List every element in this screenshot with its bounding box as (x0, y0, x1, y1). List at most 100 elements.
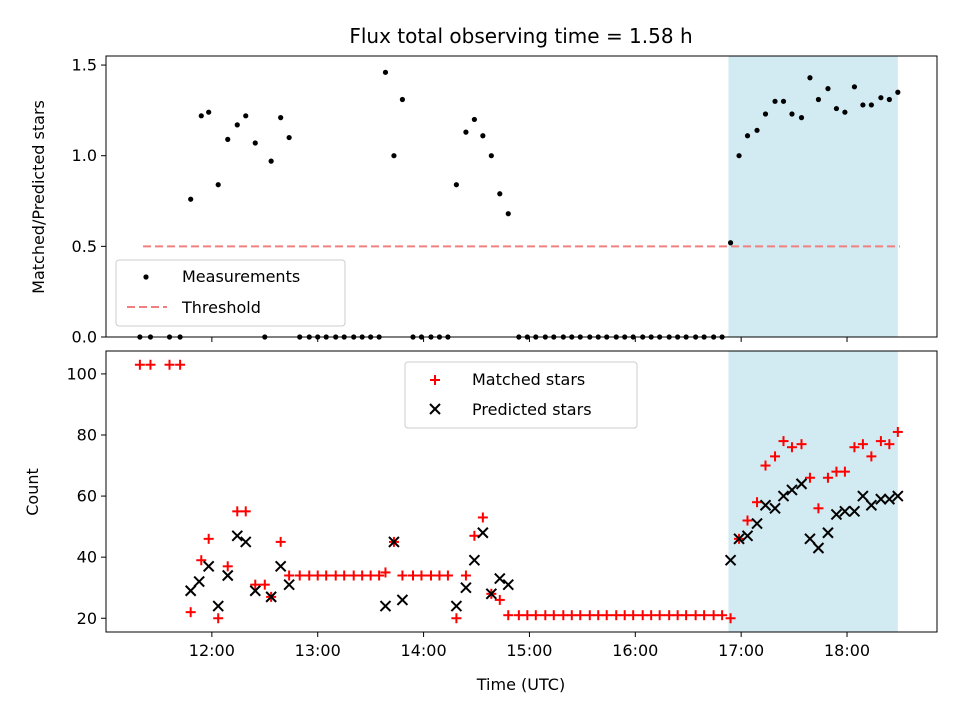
data-point (851, 84, 858, 90)
data-point-b (388, 536, 400, 548)
legend-label-matched: Matched stars (472, 370, 585, 389)
legend-label-predicted: Predicted stars (472, 400, 592, 419)
data-point (540, 610, 551, 621)
data-point (619, 610, 630, 621)
x-tick-label: 13:00 (295, 641, 341, 660)
data-point (865, 499, 878, 511)
data-point (222, 561, 233, 572)
legend-label-threshold: Threshold (181, 298, 261, 317)
data-point-b (274, 560, 287, 573)
data-point (530, 610, 541, 621)
data-point (225, 136, 231, 142)
x-tick-label: 14:00 (401, 641, 447, 660)
data-point-b (468, 554, 481, 566)
data-point (884, 439, 895, 450)
data-point (759, 499, 772, 511)
data-point (725, 613, 736, 624)
data-point (252, 140, 258, 146)
y-tick-label: 100 (66, 364, 97, 383)
data-point (786, 442, 797, 453)
legend-ratio: Measurements Threshold (115, 259, 346, 327)
data-point (243, 113, 249, 119)
legend-marker-predicted (429, 403, 441, 415)
y-tick-label: 80 (77, 425, 97, 444)
data-point-b (769, 502, 781, 515)
data-point (751, 517, 763, 530)
panel-counts: 20 40 60 80 100 12:00 13:00 14:00 15:00 16:00 17:0… (66, 350, 938, 660)
data-point-b (848, 505, 861, 518)
data-point (240, 506, 251, 517)
data-point (548, 610, 559, 621)
data-point (672, 610, 683, 621)
series-predicted-stars (184, 478, 904, 612)
data-point (892, 490, 904, 502)
data-point (283, 578, 295, 591)
data-point (434, 570, 445, 581)
shaded-region-ratio (728, 56, 898, 337)
data-point (380, 567, 391, 578)
data-point (321, 570, 332, 581)
data-point (222, 569, 234, 582)
data-point-b (822, 527, 834, 539)
data-point (312, 570, 323, 581)
data-point (397, 570, 408, 581)
data-point (789, 111, 795, 117)
y-tick-label: 1.0 (72, 146, 97, 165)
legend-box (115, 259, 346, 327)
legend-marker-measurements (143, 274, 149, 280)
data-point (505, 211, 511, 217)
data-point (733, 533, 745, 545)
data-point-b (804, 533, 816, 545)
data-point-b (733, 533, 745, 545)
y-tick-label: 0.5 (72, 237, 97, 256)
data-point-b (795, 478, 808, 490)
data-point (878, 95, 884, 101)
data-point-b (494, 572, 506, 585)
data-point (259, 579, 270, 590)
y-axis-label-count: Count (23, 468, 42, 516)
data-point-b (485, 588, 498, 600)
y-tick-label: 1.5 (72, 56, 97, 75)
data-point (391, 153, 397, 159)
data-point (601, 610, 612, 621)
data-point (206, 109, 212, 115)
data-point (145, 359, 156, 370)
data-point (357, 570, 368, 581)
data-point (883, 493, 896, 505)
data-point-b (450, 600, 463, 612)
data-point-b (379, 600, 392, 612)
data-point (453, 182, 459, 188)
data-point (875, 436, 886, 447)
data-point (772, 98, 778, 104)
data-point-b (786, 484, 798, 496)
data-point (611, 610, 622, 621)
data-point-b (812, 542, 825, 554)
series-matched-stars (134, 359, 903, 624)
data-point (752, 497, 763, 508)
data-point (185, 607, 196, 618)
y-tick-label: 0.0 (72, 328, 97, 347)
data-point (463, 129, 469, 135)
x-tick-label: 15:00 (506, 641, 552, 660)
data-point (215, 182, 221, 188)
data-point (769, 502, 781, 515)
data-point (815, 96, 822, 103)
data-point (330, 570, 341, 581)
data-point (813, 503, 824, 514)
y-tick-label: 20 (77, 609, 97, 628)
data-point-b (502, 578, 514, 591)
data-point (849, 442, 860, 453)
data-point (184, 585, 197, 597)
data-point (164, 359, 175, 370)
legend-marker-predicted-b (429, 403, 441, 415)
data-point-b (883, 493, 896, 505)
data-point (760, 460, 771, 471)
data-point (477, 512, 488, 523)
data-point (450, 600, 463, 612)
data-point (736, 153, 742, 159)
data-point (807, 75, 813, 81)
data-point (240, 536, 252, 548)
data-point (477, 527, 489, 539)
data-point (286, 134, 292, 141)
y-tick-label: 60 (77, 487, 97, 506)
